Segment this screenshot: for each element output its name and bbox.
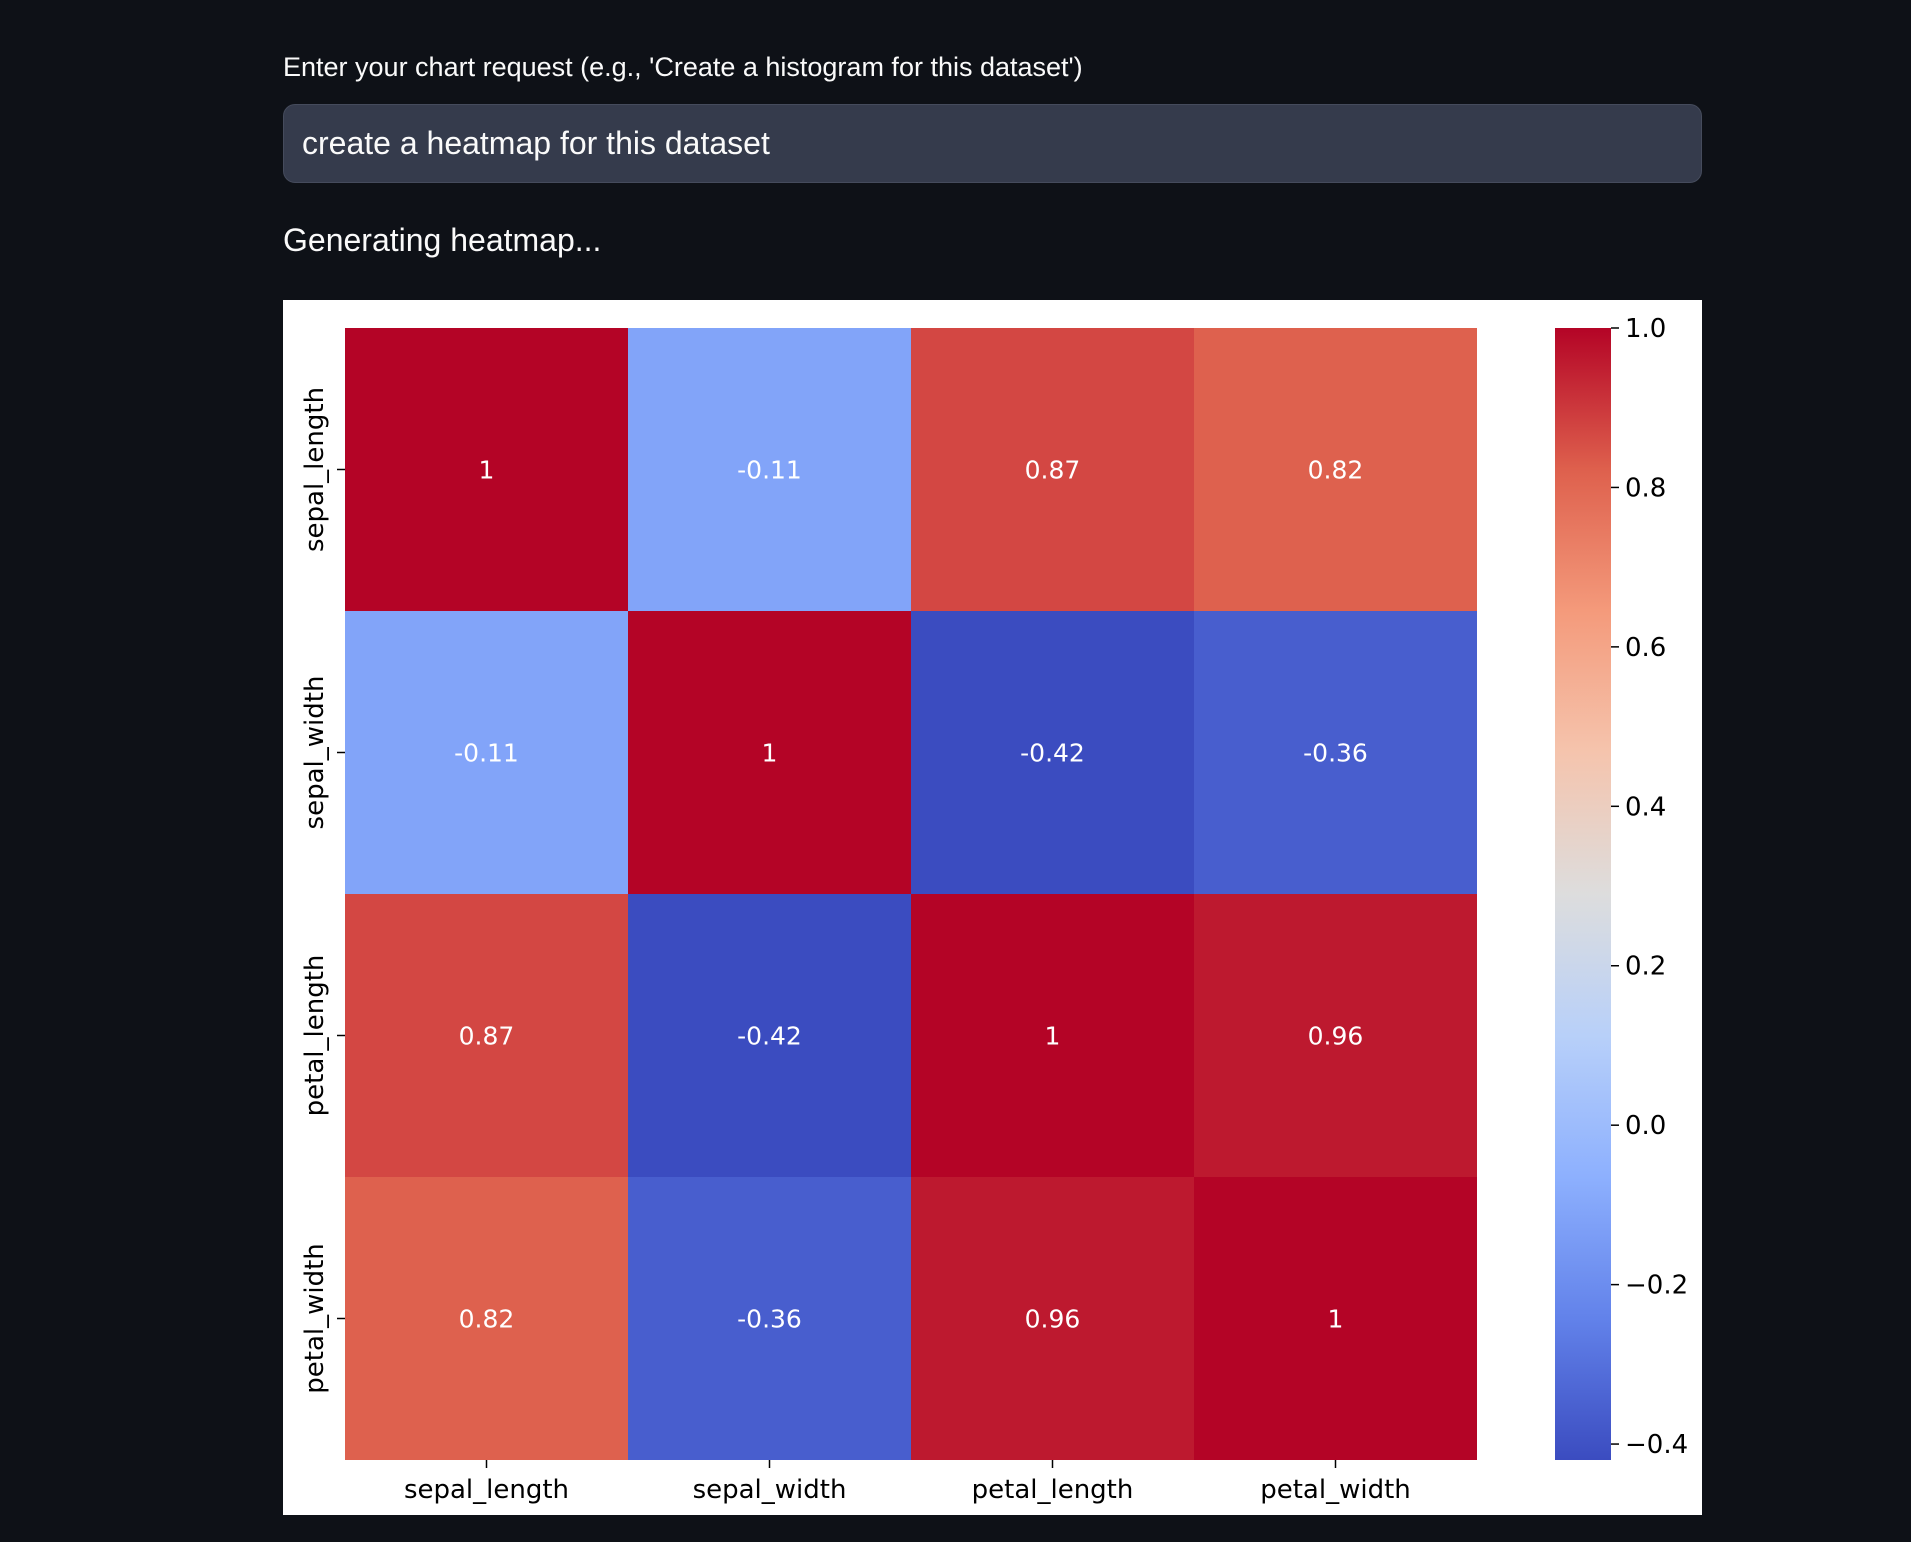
heatmap-cell (911, 328, 1194, 611)
heatmap-cell (628, 611, 911, 894)
heatmap-cell (1194, 611, 1477, 894)
chart-request-input[interactable] (283, 104, 1702, 183)
cell-value-label: 0.87 (1025, 456, 1081, 485)
x-tick-label: sepal_width (693, 1475, 847, 1505)
cell-value-label: -0.36 (1303, 739, 1368, 768)
heatmap-chart: 1 -0.11 0.87 0.82 -0.11 1 -0.42 -0.36 0.87 -0.42 1… (300, 314, 1688, 1505)
heatmap-cell (911, 894, 1194, 1177)
cell-value-label: -0.11 (454, 739, 519, 768)
cell-value-label: 1 (1045, 1022, 1061, 1051)
cell-value-label: 0.96 (1308, 1022, 1364, 1051)
cell-value-label: 1 (762, 739, 778, 768)
x-tick-label: petal_length (972, 1475, 1134, 1505)
colorbar-tick-label: −0.4 (1625, 1430, 1688, 1460)
cell-value-label: 0.82 (1308, 456, 1364, 485)
y-tick-label: sepal_length (300, 387, 330, 552)
heatmap-cell (345, 611, 628, 894)
heatmap-figure: 1 -0.11 0.87 0.82 -0.11 1 -0.42 -0.36 0.87 -0.42 1… (283, 300, 1702, 1515)
y-tick-label: sepal_width (300, 676, 330, 830)
heatmap-cell (1194, 1177, 1477, 1460)
chart-request-label: Enter your chart request (e.g., 'Create … (283, 52, 1083, 82)
heatmap-cell (345, 894, 628, 1177)
x-tick-label: petal_width (1260, 1475, 1411, 1505)
colorbar-tick-label: 0.6 (1625, 633, 1666, 663)
colorbar-tick-label: 0.8 (1625, 473, 1666, 503)
cell-value-label: -0.11 (737, 456, 802, 485)
colorbar (1555, 328, 1611, 1460)
heatmap-cell (911, 611, 1194, 894)
heatmap-cell (911, 1177, 1194, 1460)
y-tick-label: petal_width (300, 1243, 330, 1394)
cell-value-label: 1 (1328, 1305, 1344, 1334)
cell-value-label: -0.42 (1020, 739, 1085, 768)
colorbar-tick-label: 0.2 (1625, 952, 1666, 982)
heatmap-cell (1194, 328, 1477, 611)
cell-value-label: -0.36 (737, 1305, 802, 1334)
cell-value-label: 0.87 (459, 1022, 515, 1051)
colorbar-tick-label: 0.0 (1625, 1111, 1666, 1141)
cell-value-label: 1 (479, 456, 495, 485)
heatmap-cell (628, 894, 911, 1177)
cell-value-label: 0.82 (459, 1305, 515, 1334)
x-tick-label: sepal_length (404, 1475, 569, 1505)
colorbar-tick-label: 1.0 (1625, 314, 1666, 344)
cell-value-label: 0.96 (1025, 1305, 1081, 1334)
heatmap-cell (345, 328, 628, 611)
heatmap-cell (628, 328, 911, 611)
y-tick-label: petal_length (300, 955, 330, 1117)
cell-value-label: -0.42 (737, 1022, 802, 1051)
colorbar-tick-label: −0.2 (1625, 1271, 1688, 1301)
heatmap-cell (628, 1177, 911, 1460)
heatmap-cell (1194, 894, 1477, 1177)
colorbar-tick-label: 0.4 (1625, 792, 1666, 822)
status-message: Generating heatmap... (283, 222, 602, 258)
heatmap-cell (345, 1177, 628, 1460)
